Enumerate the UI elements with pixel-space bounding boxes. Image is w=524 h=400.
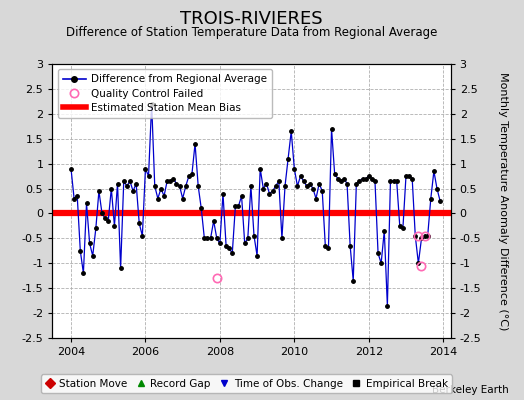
Text: TROIS-RIVIERES: TROIS-RIVIERES (180, 10, 323, 28)
Text: Berkeley Earth: Berkeley Earth (432, 385, 508, 395)
Legend: Station Move, Record Gap, Time of Obs. Change, Empirical Break: Station Move, Record Gap, Time of Obs. C… (40, 374, 452, 393)
Y-axis label: Monthly Temperature Anomaly Difference (°C): Monthly Temperature Anomaly Difference (… (498, 72, 508, 330)
Legend: Difference from Regional Average, Quality Control Failed, Estimated Station Mean: Difference from Regional Average, Qualit… (58, 69, 272, 118)
Text: Difference of Station Temperature Data from Regional Average: Difference of Station Temperature Data f… (66, 26, 437, 39)
